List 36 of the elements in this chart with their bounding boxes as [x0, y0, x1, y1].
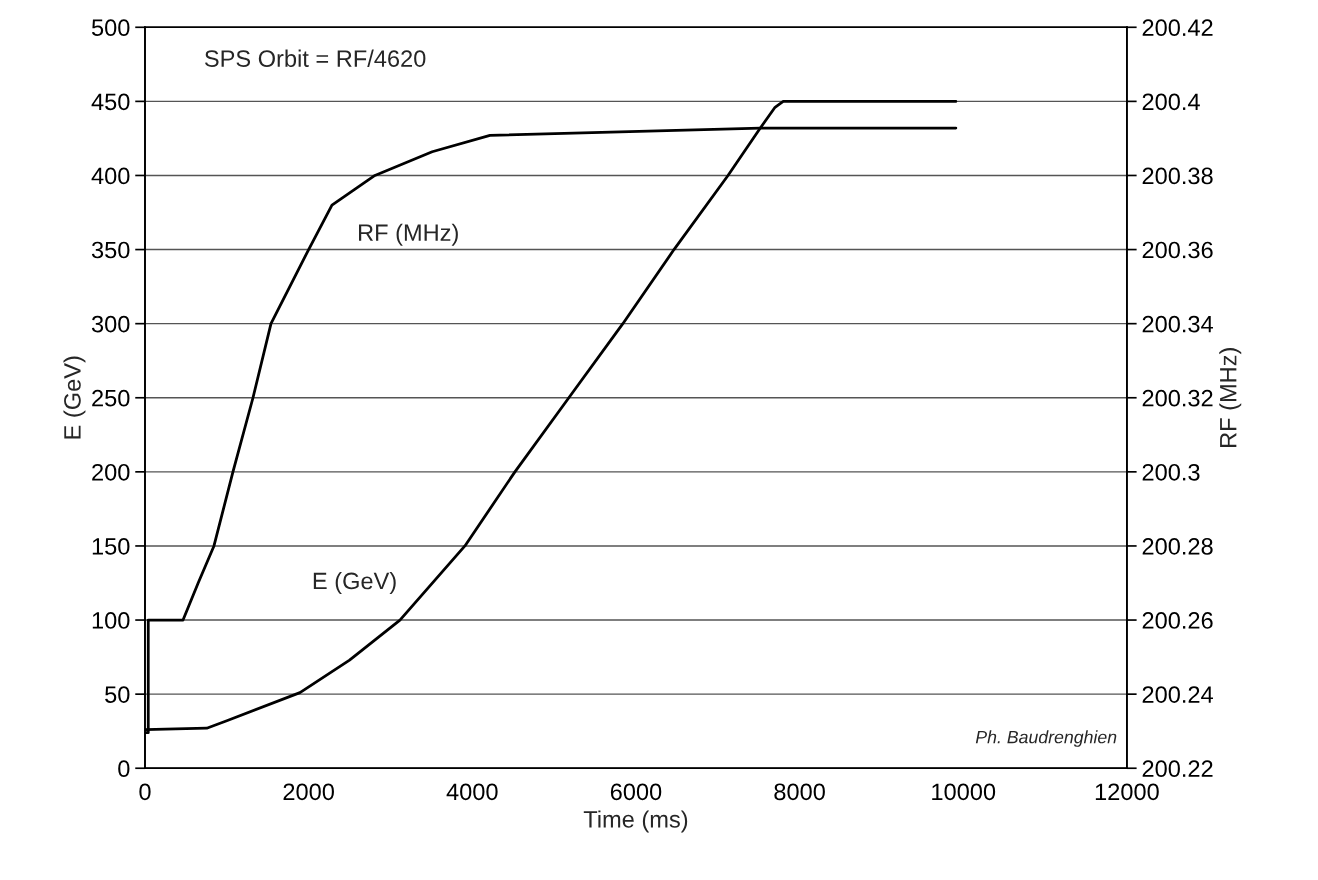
x-tick-label: 12000 [1095, 783, 1159, 801]
y-tick-label: 50 [105, 686, 130, 703]
x-tick-label: 0 [139, 783, 151, 801]
y2-tick-label: 200.38 [1142, 167, 1213, 185]
y-tick-label: 400 [91, 167, 130, 185]
y2-axis-title: RF (MHz) [1219, 348, 1242, 447]
y-tick-label: 150 [92, 538, 130, 555]
x-tick-label: 6000 [610, 783, 662, 801]
y2-tick-label: 200.26 [1142, 612, 1213, 629]
y-tick-label: 250 [92, 389, 130, 407]
y2-tick-label: 200.34 [1142, 315, 1213, 333]
y2-tick-label: 200.42 [1142, 19, 1213, 37]
y2-tick-label: 200.4 [1142, 93, 1200, 111]
y2-tick-label: 200.24 [1142, 686, 1213, 703]
x-axis-title: Time (ms) [583, 810, 688, 833]
y-tick-label: 100 [92, 612, 130, 629]
y2-tick-label: 200.32 [1142, 389, 1213, 407]
annotation: E (GeV) [313, 571, 396, 594]
x-tick-label: 4000 [446, 783, 498, 801]
y-tick-label: 350 [91, 241, 130, 259]
y-tick-label: 0 [118, 760, 130, 778]
annotation: Ph. Baudrenghien [975, 730, 1117, 747]
y2-tick-label: 200.28 [1142, 538, 1213, 555]
y-tick-label: 500 [91, 19, 130, 37]
y2-tick-label: 200.3 [1142, 463, 1200, 481]
y-axis-title: E (GeV) [63, 356, 86, 439]
annotation: SPS Orbit = RF/4620 [204, 49, 426, 67]
annotation: RF (MHz) [359, 223, 458, 246]
y-tick-label: 200 [92, 463, 130, 481]
y-tick-label: 300 [91, 315, 130, 333]
x-tick-label: 8000 [774, 783, 825, 801]
x-tick-label: 10000 [932, 783, 996, 801]
y2-tick-label: 200.22 [1142, 760, 1213, 778]
y2-tick-label: 200.36 [1142, 241, 1213, 259]
y-tick-label: 450 [91, 93, 130, 111]
x-tick-label: 2000 [283, 783, 334, 801]
